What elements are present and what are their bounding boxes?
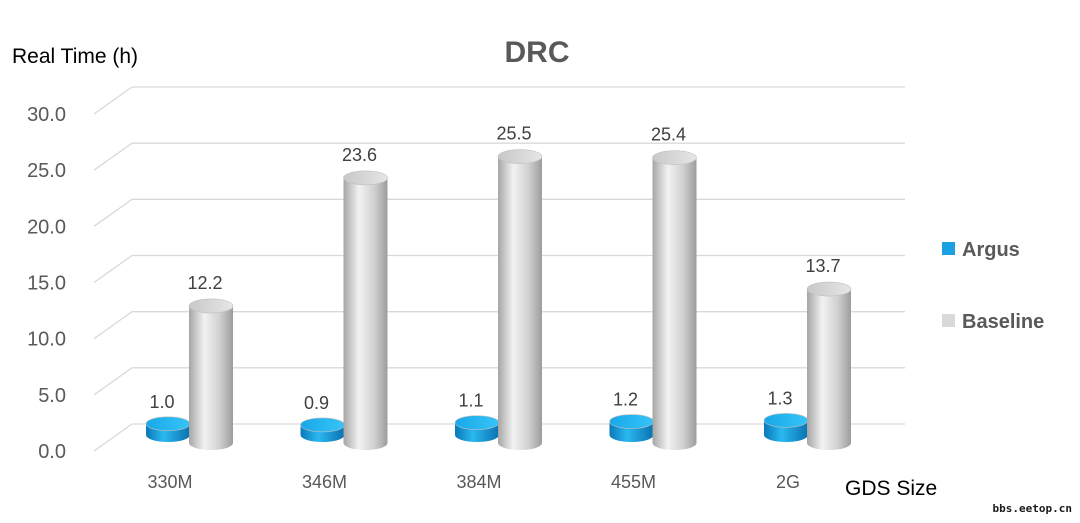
gridline-diagonal <box>93 142 133 171</box>
x-axis-categories: 330M 346M 384M 455M 2G <box>147 472 800 492</box>
y-tick-label: 10.0 <box>27 329 66 351</box>
bar-argus <box>145 416 191 442</box>
bar-argus-top <box>454 415 500 430</box>
data-label-argus: 1.1 <box>458 391 483 411</box>
y-tick-label: 0.0 <box>38 441 66 463</box>
x-axis-title: GDS Size <box>845 477 937 500</box>
data-label-baseline: 13.7 <box>805 256 840 276</box>
legend-swatch-argus <box>942 242 955 255</box>
gridline-diagonal <box>93 198 133 227</box>
data-label-baseline: 23.6 <box>342 145 377 165</box>
bar-argus-top <box>145 416 191 432</box>
bar-argus-top <box>763 413 809 428</box>
data-label-argus: 0.9 <box>304 393 329 413</box>
chart-title: DRC <box>505 36 570 69</box>
legend-swatch-baseline <box>942 314 955 327</box>
gridline-diagonal <box>93 311 133 340</box>
bar-baseline-top <box>806 281 852 297</box>
gridline-diagonal <box>93 86 133 115</box>
bar-argus <box>454 415 500 442</box>
bar-baseline <box>806 281 852 450</box>
y-tick-label: 15.0 <box>27 273 66 295</box>
gridline-diagonal <box>93 367 133 396</box>
bar-baseline-top <box>652 150 697 165</box>
gridline-diagonal <box>93 423 133 452</box>
gridline-diagonal <box>93 254 133 284</box>
bar-baseline-top <box>343 170 388 186</box>
y-tick-label: 5.0 <box>38 385 66 407</box>
y-tick-label: 25.0 <box>27 160 66 182</box>
x-category-label: 330M <box>147 472 192 492</box>
x-category-label: 455M <box>611 472 656 492</box>
bar-baseline-top <box>497 149 543 164</box>
bar-argus-top <box>609 414 654 429</box>
bar-baseline-body <box>652 157 697 451</box>
y-tick-label: 30.0 <box>27 104 66 126</box>
x-category-label: 346M <box>302 472 347 492</box>
y-tick-label: 20.0 <box>27 216 66 238</box>
y-axis-title: Real Time (h) <box>12 45 138 68</box>
x-category-label: 2G <box>776 472 800 492</box>
bar-argus-top <box>300 417 345 433</box>
bar-baseline <box>652 150 697 451</box>
data-label-baseline: 25.5 <box>496 124 531 144</box>
legend-label-baseline: Baseline <box>962 311 1044 333</box>
bar-baseline-body <box>498 156 542 451</box>
bar-baseline <box>343 170 388 450</box>
x-category-label: 384M <box>456 472 501 492</box>
bar-argus <box>300 417 345 443</box>
data-labels: 1.0 12.2 0.9 23.6 1.1 25.5 1.2 25.4 1.3 13.7 <box>149 124 840 413</box>
legend: Argus Baseline <box>942 239 1044 333</box>
data-label-baseline: 12.2 <box>187 273 222 293</box>
bar-baseline <box>497 149 543 451</box>
data-label-argus: 1.2 <box>613 390 638 410</box>
data-label-argus: 1.3 <box>767 388 792 408</box>
bar-baseline <box>188 298 234 450</box>
legend-label-argus: Argus <box>962 239 1020 261</box>
data-label-argus: 1.0 <box>149 392 174 412</box>
bar-baseline-body <box>189 305 233 450</box>
bar-baseline-body <box>807 289 851 450</box>
data-label-baseline: 25.4 <box>651 125 686 145</box>
bar-baseline-body <box>343 177 388 450</box>
watermark: bbs.eetop.cn <box>992 502 1072 515</box>
y-axis-ticks: 0.0 5.0 10.0 15.0 20.0 25.0 30.0 <box>27 104 66 463</box>
bar-argus <box>763 413 809 442</box>
bars <box>145 149 852 451</box>
bar-baseline-top <box>188 298 234 314</box>
bar-argus <box>609 414 654 443</box>
